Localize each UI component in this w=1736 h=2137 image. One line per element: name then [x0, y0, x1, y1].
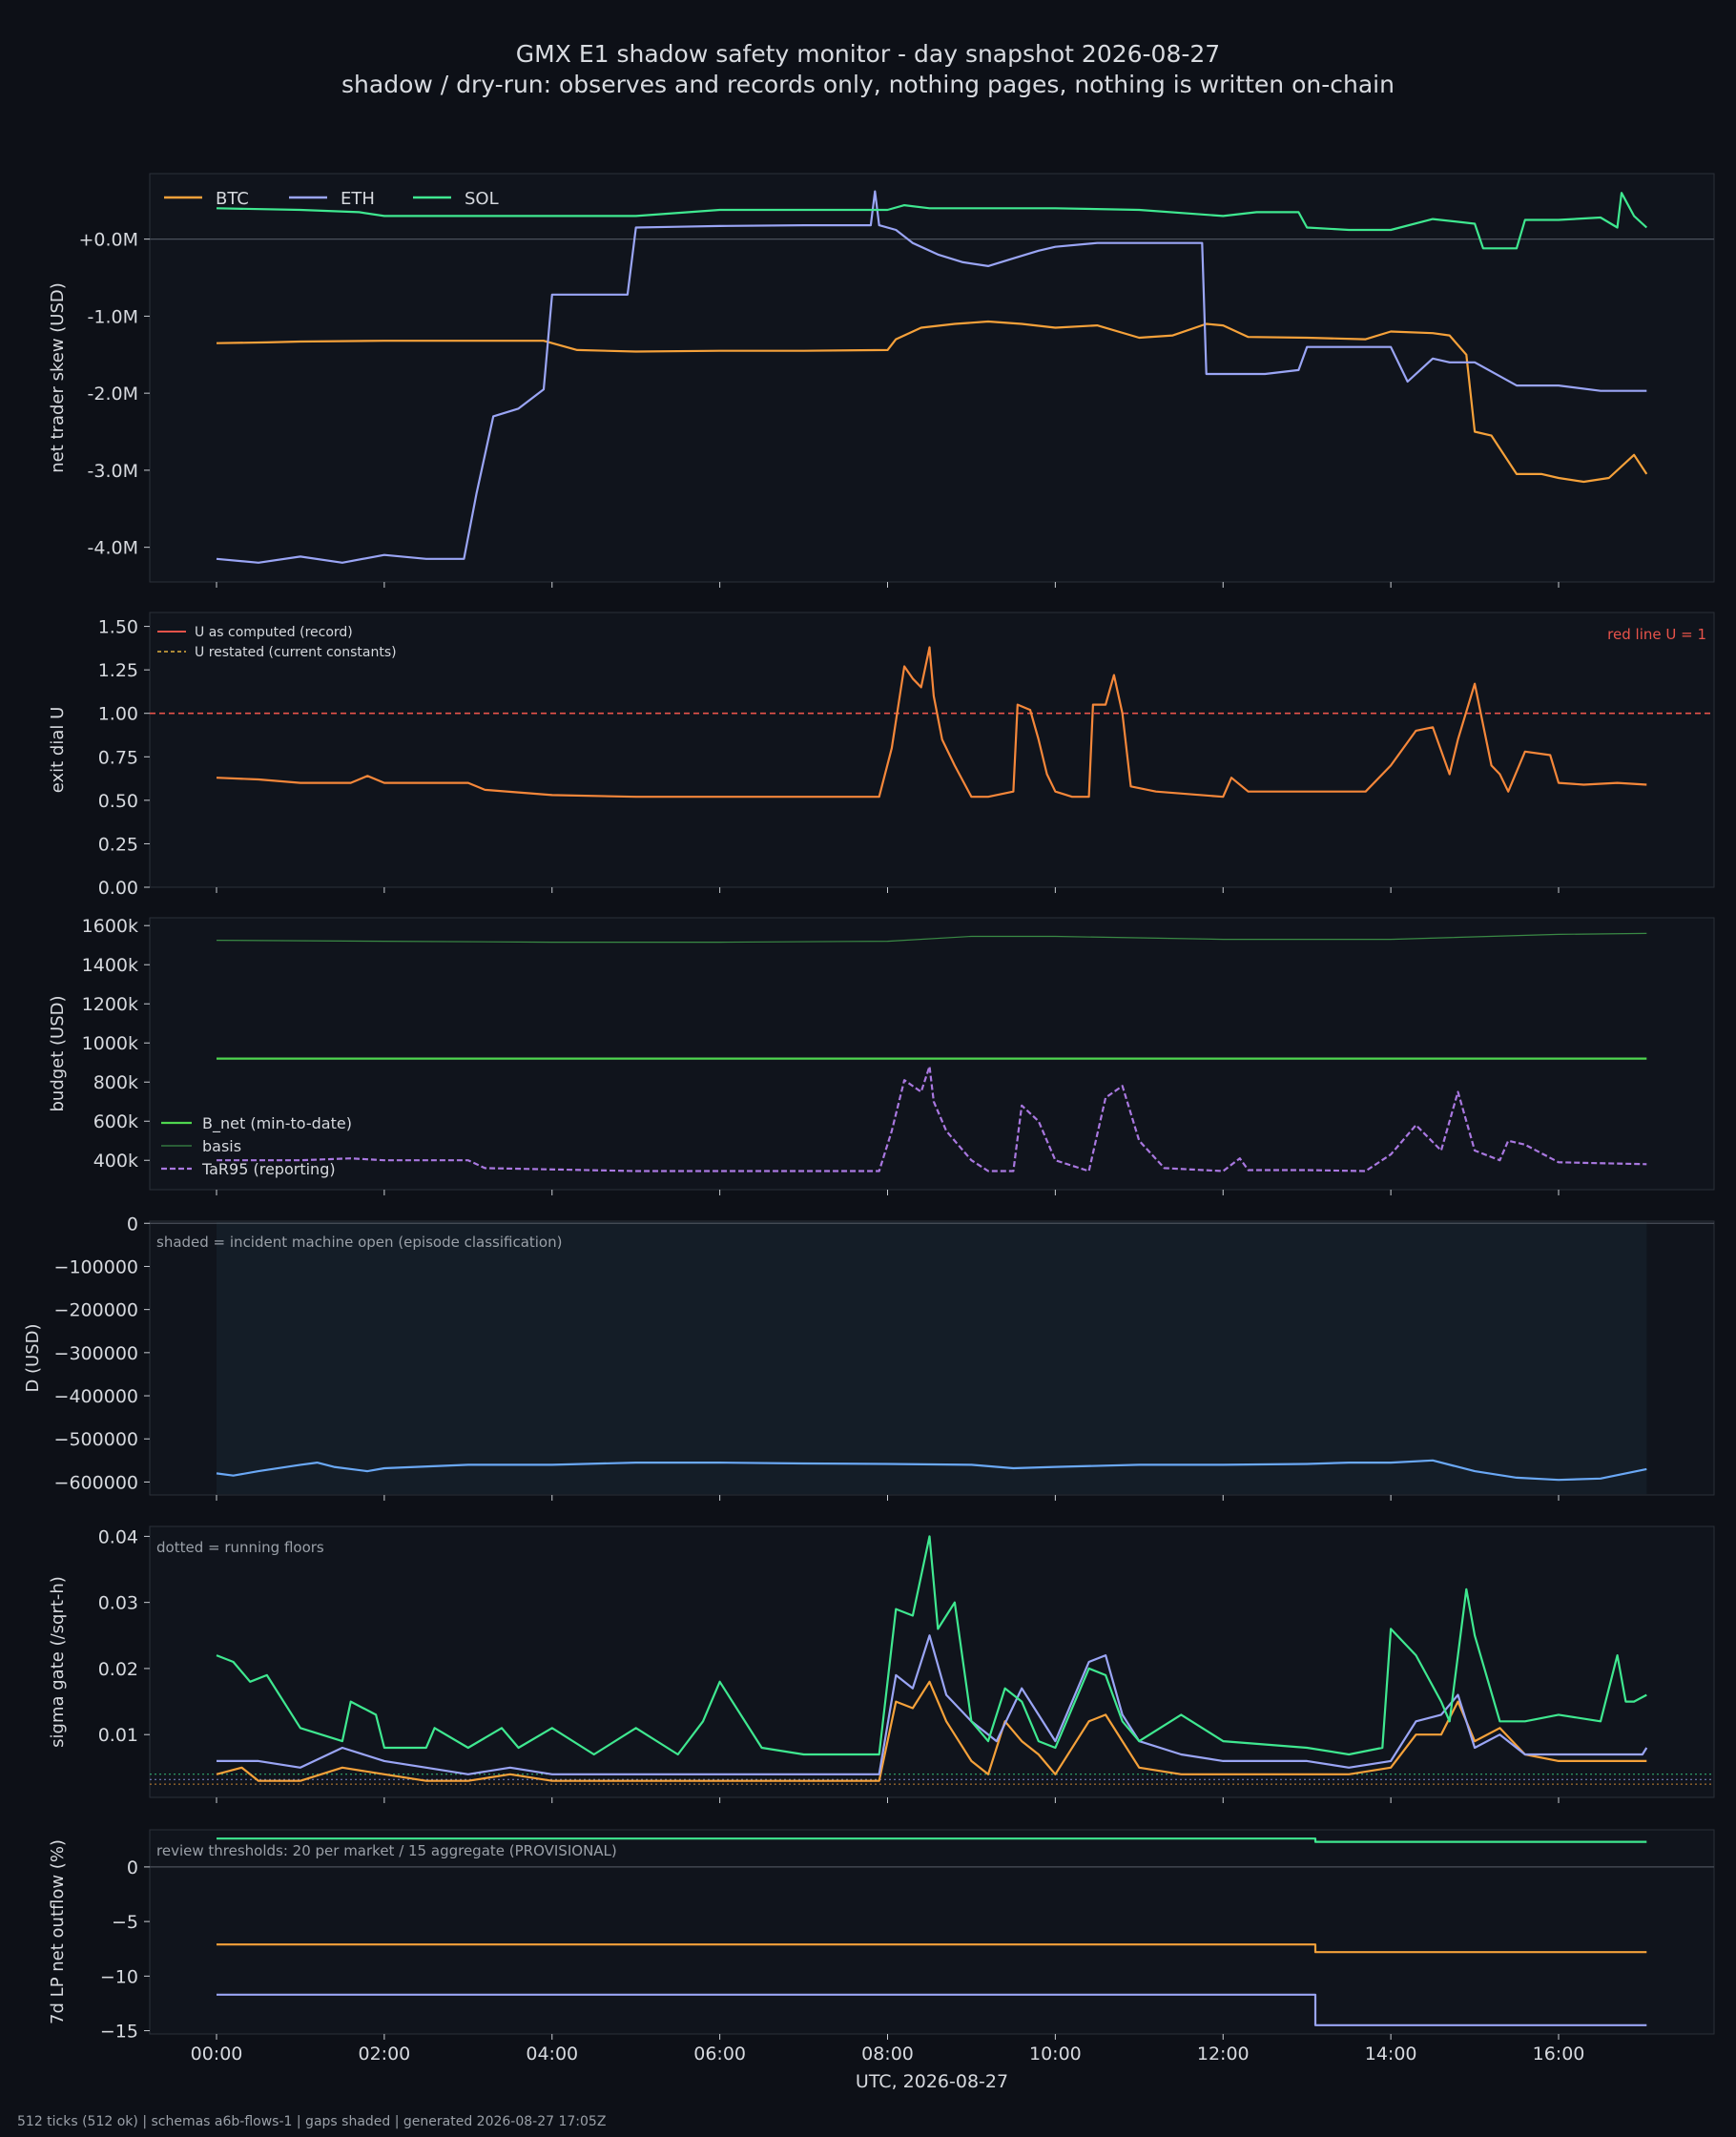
series-line-btc — [216, 320, 1648, 484]
x-tick-label: 10:00 — [1029, 2044, 1082, 2064]
y-tick-label: −100000 — [54, 1256, 138, 1277]
y-axis-label: D (USD) — [23, 1323, 43, 1392]
x-tick-label: 04:00 — [526, 2044, 578, 2064]
y-tick-label: 1400k — [82, 955, 138, 976]
series-line-sol — [217, 1837, 1647, 1843]
footer-status: 512 ticks (512 ok) | schemas a6b-flows-1… — [17, 2114, 607, 2129]
panel-frame — [149, 612, 1715, 888]
y-axis-label: exit dial U — [48, 707, 68, 794]
y-tick-label: −600000 — [54, 1472, 138, 1493]
y-tick-label: 1600k — [82, 916, 138, 937]
series-line-sol — [216, 1535, 1647, 1756]
chart-subtitle: shadow / dry-run: observes and records o… — [341, 71, 1395, 98]
y-tick-label: -1.0M — [88, 306, 138, 327]
x-tick-label: 06:00 — [693, 2044, 746, 2064]
x-axis-label: UTC, 2026-08-27 — [856, 2071, 1008, 2092]
panel-annotation: shaded = incident machine open (episode … — [156, 1234, 562, 1251]
y-tick-label: −10 — [100, 1966, 138, 1987]
y-tick-label: −400000 — [54, 1386, 138, 1407]
legend-label: basis — [202, 1137, 241, 1155]
legend-label: TaR95 (reporting) — [201, 1160, 336, 1178]
panel-annotation: review thresholds: 20 per market / 15 ag… — [156, 1842, 617, 1859]
y-axis-label: net trader skew (USD) — [48, 282, 68, 473]
y-axis-label: budget (USD) — [48, 995, 68, 1111]
y-tick-label: 1.50 — [98, 617, 138, 638]
legend-label: B_net (min-to-date) — [202, 1114, 352, 1133]
y-axis-label: 7d LP net outflow (%) — [48, 1839, 68, 2024]
incident-shade — [217, 1222, 1647, 1494]
y-tick-label: −500000 — [54, 1429, 138, 1450]
y-tick-label: -4.0M — [88, 538, 138, 559]
x-tick-label: 12:00 — [1197, 2044, 1250, 2064]
legend-label: U restated (current constants) — [195, 645, 397, 660]
panel-annotation: dotted = running floors — [156, 1539, 324, 1556]
series-line-sol — [216, 192, 1648, 250]
x-tick-label: 08:00 — [861, 2044, 914, 2064]
x-tick-label: 16:00 — [1533, 2044, 1585, 2064]
y-tick-label: 0 — [127, 1857, 138, 1878]
series-line-eth — [216, 190, 1647, 564]
series-line-u-as-computed-record- — [216, 646, 1647, 799]
panel-frame — [149, 917, 1715, 1191]
legend-label: BTC — [216, 189, 249, 209]
x-tick-label: 14:00 — [1365, 2044, 1417, 2064]
y-tick-label: −5 — [112, 1912, 138, 1933]
legend-label: U as computed (record) — [195, 625, 353, 640]
legend-label: ETH — [341, 189, 375, 209]
y-tick-label: 1200k — [82, 994, 138, 1015]
y-tick-label: -2.0M — [88, 384, 138, 405]
y-tick-label: 1.00 — [98, 704, 138, 725]
y-axis-label: sigma gate (/sqrt-h) — [48, 1576, 68, 1748]
panel-frame — [149, 1829, 1715, 2035]
y-tick-label: 0.75 — [98, 747, 138, 768]
legend-label: SOL — [465, 189, 499, 209]
series-line-eth — [217, 1634, 1648, 1775]
y-tick-label: 400k — [93, 1151, 138, 1172]
redline-annotation: red line U = 1 — [1607, 626, 1706, 643]
panel-frame — [149, 173, 1715, 583]
x-tick-label: 02:00 — [358, 2044, 410, 2064]
y-tick-label: 0.00 — [98, 878, 138, 899]
chart-title: GMX E1 shadow safety monitor - day snaps… — [515, 40, 1221, 68]
y-tick-label: +0.0M — [78, 230, 138, 251]
y-tick-label: 0 — [127, 1214, 138, 1234]
y-tick-label: 0.02 — [98, 1659, 138, 1680]
y-tick-label: 600k — [93, 1111, 138, 1132]
y-tick-label: -3.0M — [88, 461, 138, 482]
y-tick-label: 0.25 — [98, 834, 138, 855]
y-tick-label: 800k — [93, 1072, 138, 1093]
y-tick-label: −200000 — [54, 1300, 138, 1321]
series-line-tar95-reporting- — [217, 1065, 1647, 1172]
y-tick-label: 1000k — [82, 1033, 138, 1054]
y-tick-label: 0.04 — [98, 1526, 138, 1547]
y-tick-label: −15 — [100, 2022, 138, 2043]
x-tick-label: 00:00 — [191, 2044, 243, 2064]
series-line-btc — [217, 1943, 1647, 1954]
y-tick-label: 0.01 — [98, 1725, 138, 1746]
series-line-d — [216, 1459, 1647, 1482]
y-tick-label: 1.25 — [98, 660, 138, 681]
series-line-basis — [216, 932, 1647, 944]
series-line-eth — [217, 1993, 1647, 2026]
y-tick-label: 0.50 — [98, 791, 138, 812]
y-tick-label: −300000 — [54, 1343, 138, 1364]
y-tick-label: 0.03 — [98, 1593, 138, 1614]
